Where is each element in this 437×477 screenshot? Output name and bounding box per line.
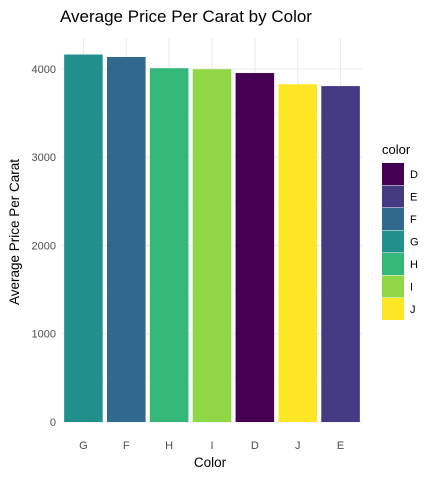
y-tick-label: 2000 — [32, 240, 56, 252]
bar-F — [107, 56, 146, 422]
legend-label: H — [410, 259, 418, 271]
legend-key-H — [382, 253, 404, 275]
bar-G — [64, 54, 103, 422]
bar-D — [235, 73, 275, 422]
y-axis-title: Average Price Per Carat — [7, 159, 22, 305]
bar-I — [192, 69, 232, 422]
x-tick-label: D — [251, 440, 259, 452]
y-tick-label: 1000 — [32, 329, 56, 341]
chart-title: Average Price Per Carat by Color — [60, 7, 312, 26]
bar-H — [149, 68, 189, 423]
y-tick-label: 3000 — [32, 152, 56, 164]
legend-key-D — [382, 163, 404, 185]
legend-key-G — [382, 230, 404, 253]
legend-label: G — [410, 237, 419, 249]
legend-title: color — [382, 142, 411, 157]
x-tick-label: G — [79, 440, 88, 452]
x-tick-label: E — [337, 440, 344, 452]
bar-E — [321, 86, 360, 422]
legend-label: E — [410, 192, 417, 204]
x-tick-label: J — [295, 440, 301, 452]
bars — [64, 54, 360, 423]
y-tick-label: 0 — [50, 417, 56, 429]
x-tick-label: I — [210, 440, 213, 452]
legend-label: F — [410, 214, 417, 226]
legend-key-E — [382, 185, 404, 208]
x-tick-label: H — [165, 440, 173, 452]
x-axis-title: Color — [194, 455, 227, 470]
legend-key-F — [382, 208, 404, 230]
x-tick-label: F — [123, 440, 130, 452]
y-tick-label: 4000 — [32, 64, 56, 76]
y-ticks: 0 1000 2000 3000 4000 — [32, 64, 56, 429]
legend-label: I — [410, 282, 413, 294]
legend-label: D — [410, 169, 418, 181]
legend-label: J — [410, 304, 416, 316]
bar-J — [278, 84, 317, 422]
legend-key-J — [382, 298, 404, 320]
legend-key-I — [382, 275, 404, 298]
